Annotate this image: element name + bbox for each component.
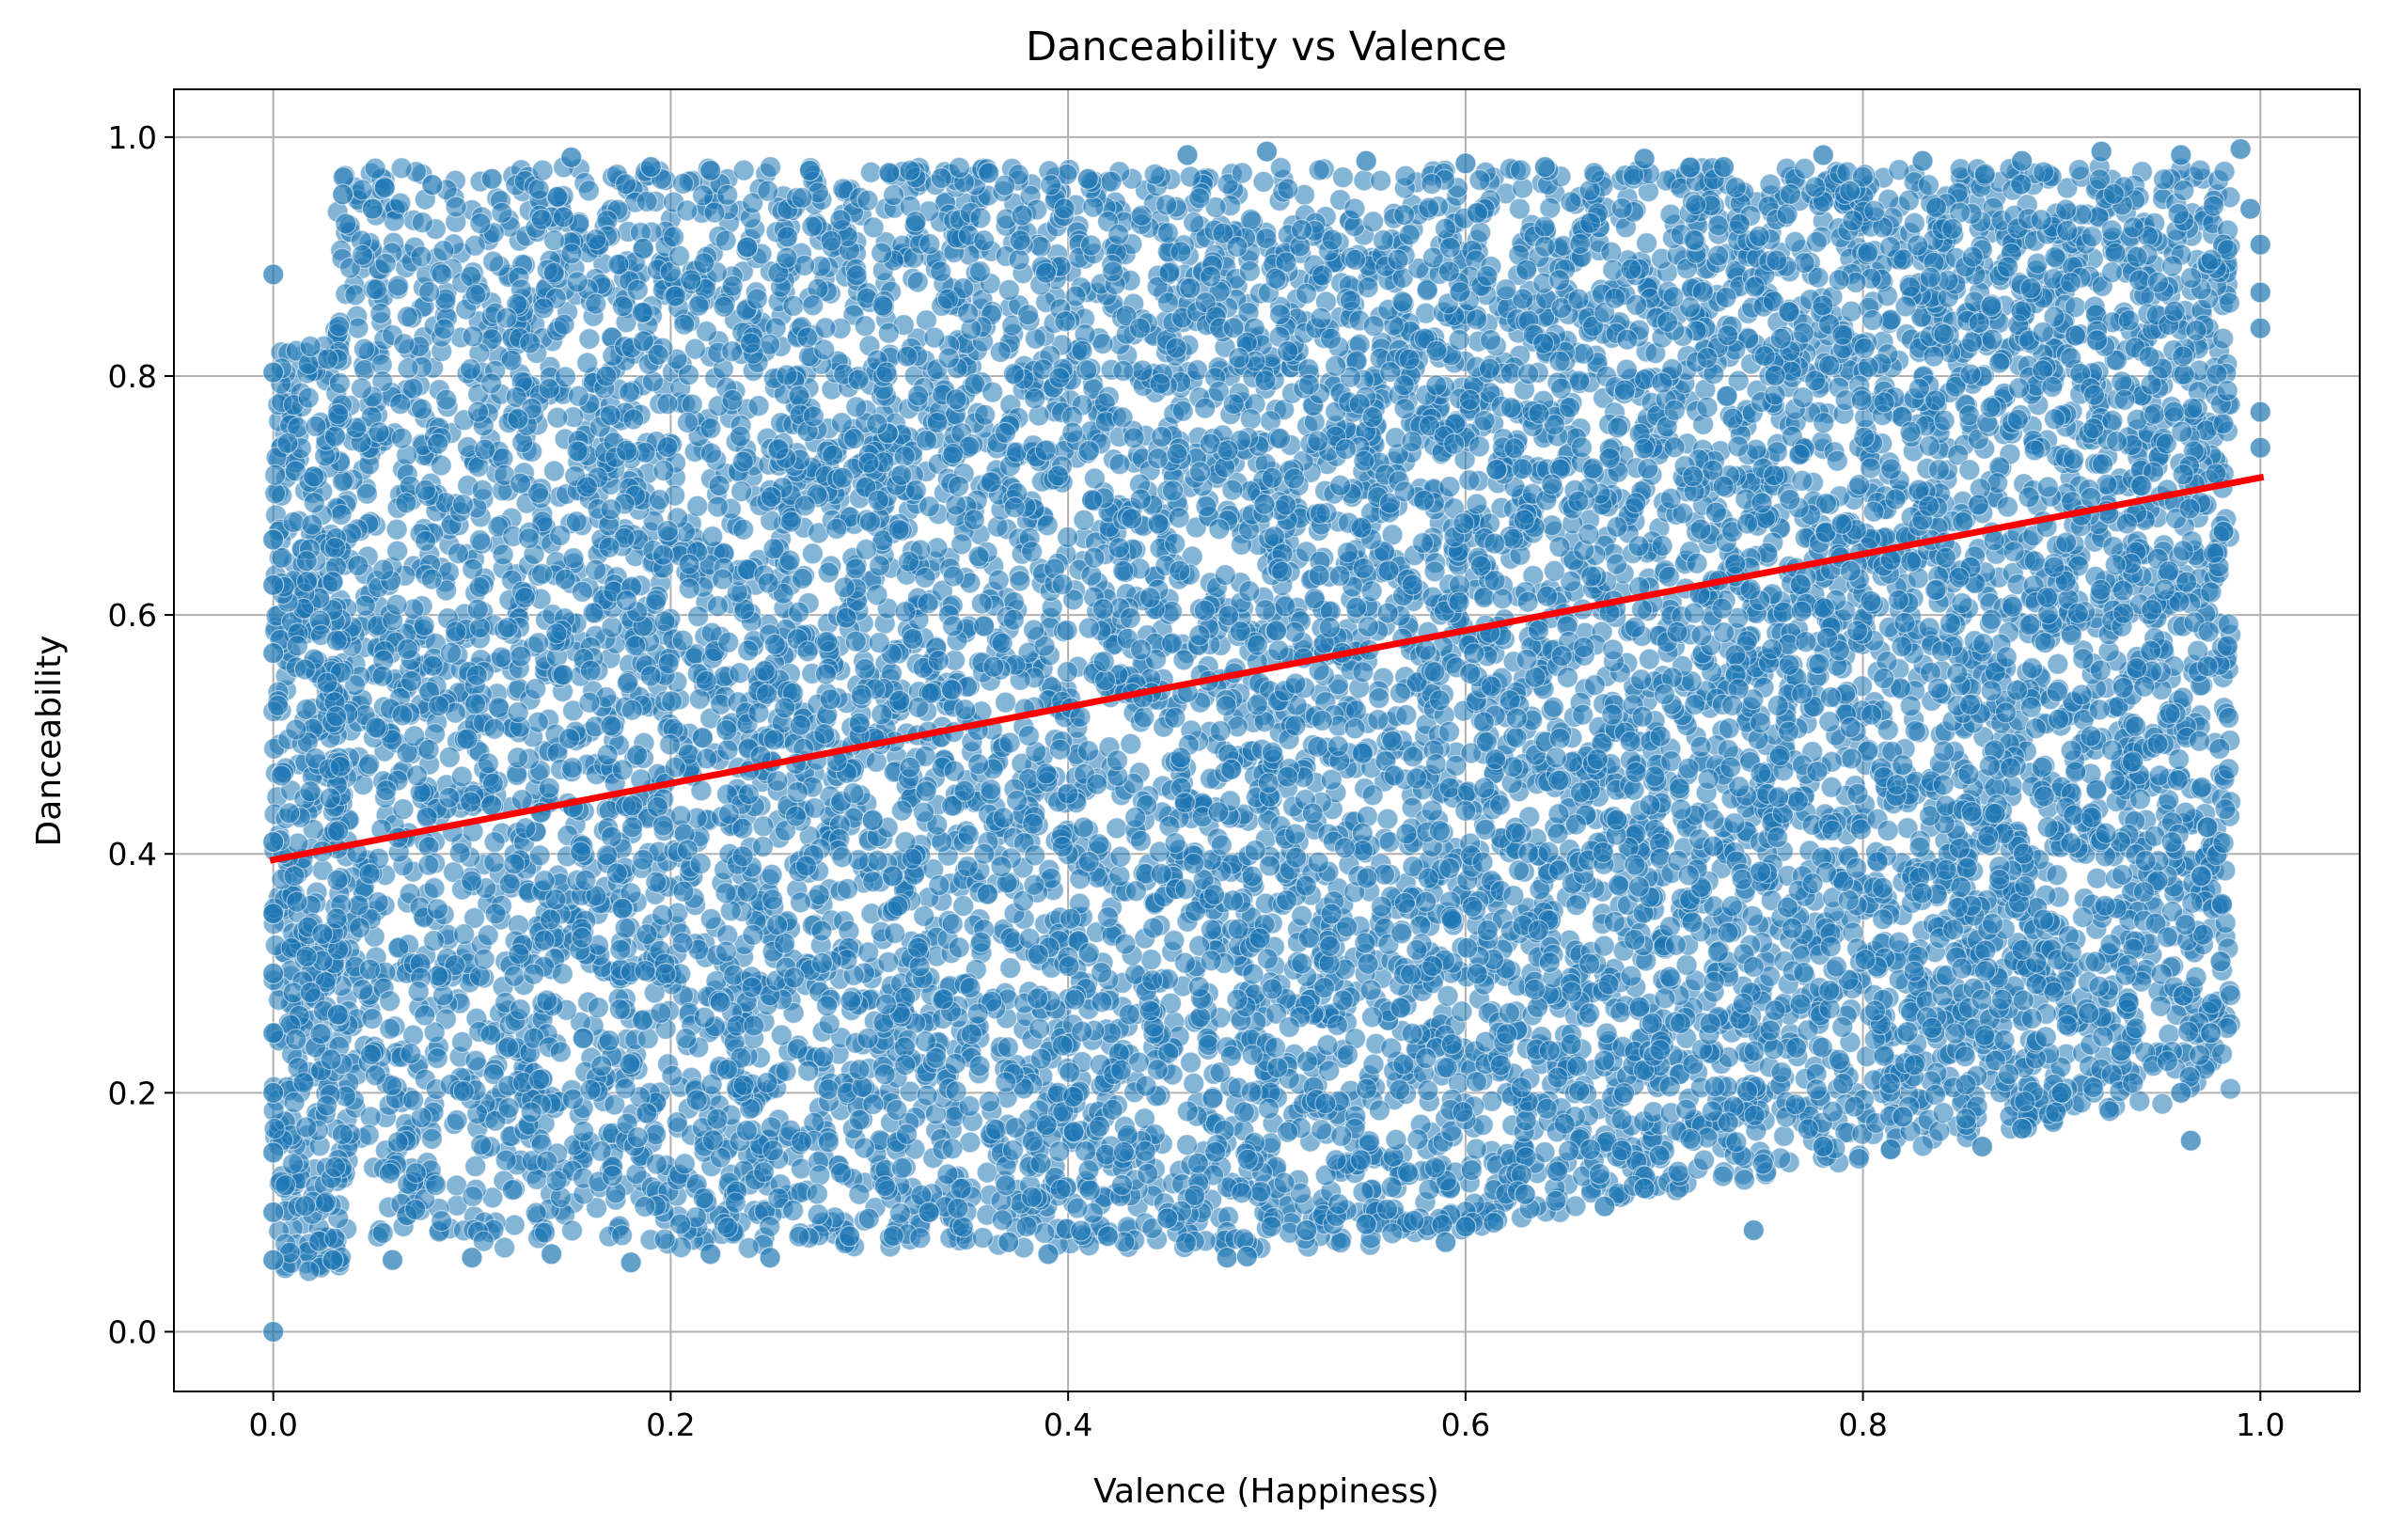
- scatter-point-fill: [571, 580, 594, 604]
- scatter-point-fill: [686, 495, 709, 517]
- scatter-point-fill: [1120, 732, 1142, 755]
- scatter-point-fill: [2086, 867, 2109, 889]
- scatter-point-fill: [1394, 165, 1417, 187]
- scatter-point-fill: [355, 482, 378, 505]
- scatter-point-fill: [2219, 1077, 2242, 1100]
- scatter-point-fill: [1668, 777, 1691, 800]
- scatter-point-fill: [713, 295, 735, 318]
- scatter-point-fill: [401, 1024, 425, 1046]
- scatter-point-fill: [1108, 453, 1131, 476]
- scatter-point-fill: [859, 161, 883, 183]
- scatter-points: [262, 137, 2271, 1344]
- scatter-point-fill: [1239, 208, 1263, 230]
- scatter-point-fill: [565, 511, 588, 533]
- scatter-point-fill: [706, 595, 730, 618]
- scatter-point-fill: [1252, 170, 1275, 193]
- scatter-point-fill: [503, 1214, 526, 1236]
- scatter-point-fill: [906, 271, 929, 293]
- scatter-point-fill: [817, 561, 840, 584]
- scatter-point-fill: [422, 929, 446, 952]
- scatter-point-fill: [2218, 291, 2240, 314]
- scatter-point-fill: [715, 229, 737, 252]
- scatter-point-fill: [1465, 1138, 1487, 1160]
- scatter-point-fill: [747, 395, 770, 417]
- scatter-point-fill: [801, 542, 824, 565]
- scatter-point-fill: [2098, 1100, 2121, 1123]
- scatter-point-fill: [464, 1155, 487, 1178]
- scatter-point-fill: [1635, 232, 1658, 255]
- scatter-point-fill: [1106, 817, 1128, 840]
- scatter-point-fill: [1516, 590, 1539, 613]
- scatter-point-fill: [468, 616, 492, 639]
- scatter-point-fill: [1458, 469, 1481, 492]
- scatter-point-fill: [477, 924, 499, 947]
- scatter-point-fill: [2047, 652, 2069, 675]
- chart-title: Danceability vs Valence: [1026, 24, 1507, 71]
- scatter-point-fill: [386, 540, 409, 562]
- scatter-point-fill: [1369, 169, 1392, 192]
- scatter-point-fill: [2151, 1092, 2174, 1115]
- scatter-point-fill: [1329, 1231, 1352, 1254]
- scatter-point-fill: [999, 956, 1022, 980]
- scatter-point-fill: [445, 621, 467, 643]
- scatter-point-fill: [385, 518, 408, 541]
- scatter-point-fill: [1083, 467, 1107, 490]
- scatter-point-fill: [1539, 196, 1562, 219]
- scatter-point-fill: [2213, 160, 2236, 183]
- scatter-point-fill: [1376, 808, 1399, 830]
- scatter-point-fill: [1659, 203, 1682, 226]
- scatter-point-fill: [1565, 893, 1588, 917]
- scatter-point-fill: [752, 815, 775, 838]
